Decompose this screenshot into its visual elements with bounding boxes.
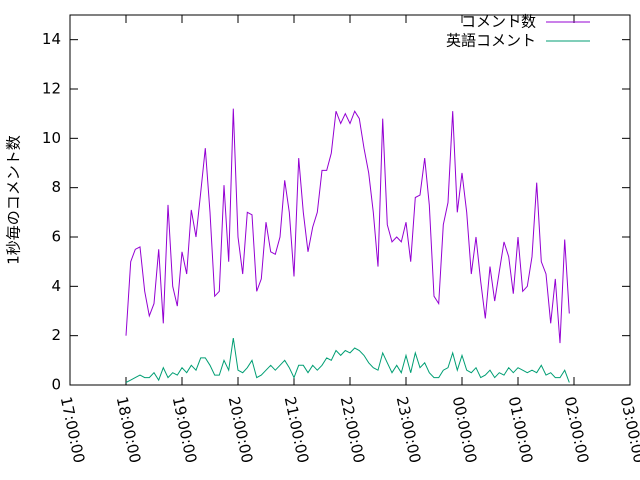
- x-tick-label: 21:00:00: [281, 395, 313, 465]
- x-tick-label: 01:00:00: [505, 395, 537, 465]
- series-line: [125, 338, 570, 383]
- y-tick-label: 4: [51, 277, 61, 295]
- x-tick-label: 23:00:00: [393, 395, 425, 465]
- x-tick-label: 18:00:00: [113, 395, 145, 465]
- series-line: [125, 108, 570, 344]
- y-tick-label: 12: [42, 80, 61, 98]
- x-tick-label: 19:00:00: [169, 395, 201, 465]
- y-tick-label: 6: [51, 228, 61, 246]
- legend-label: コメント数: [461, 13, 536, 31]
- x-tick-label: 03:00:00: [617, 395, 640, 465]
- plot-frame: [69, 14, 631, 386]
- x-tick-label: 02:00:00: [561, 395, 593, 465]
- y-tick-label: 0: [51, 376, 61, 394]
- y-axis-label: 1秒毎のコメント数: [5, 135, 23, 265]
- y-tick-label: 8: [51, 178, 61, 196]
- y-tick-label: 10: [42, 129, 61, 147]
- y-tick-label: 2: [51, 326, 61, 344]
- x-tick-label: 20:00:00: [225, 395, 257, 465]
- x-tick-label: 00:00:00: [449, 395, 481, 465]
- x-tick-label: 22:00:00: [337, 395, 369, 465]
- x-tick-label: 17:00:00: [57, 395, 89, 465]
- y-tick-label: 14: [42, 30, 61, 48]
- legend-label: 英語コメント: [446, 32, 536, 50]
